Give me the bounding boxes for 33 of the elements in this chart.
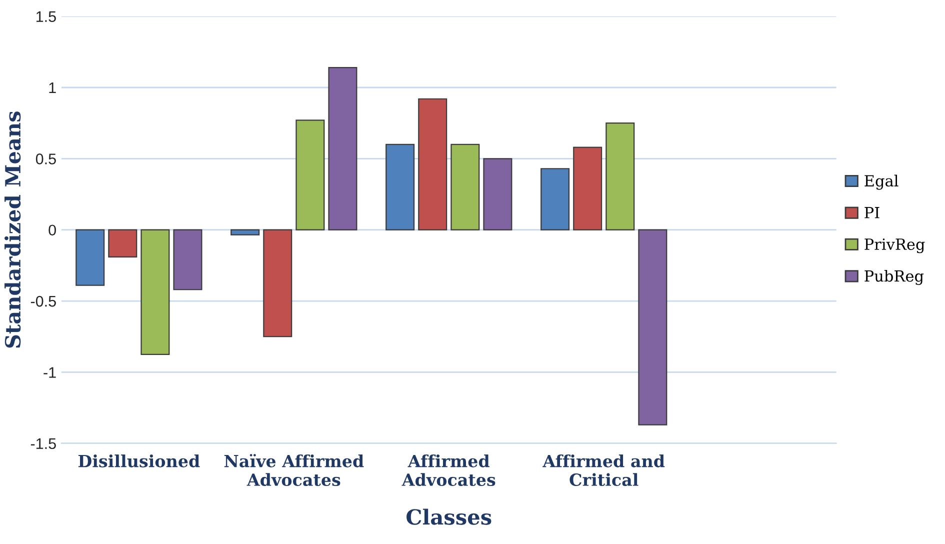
- bar: [76, 229, 105, 286]
- bar: [638, 229, 668, 426]
- bar: [263, 229, 292, 338]
- x-tick-label: Naïve Affirmed Advocates: [224, 454, 364, 486]
- y-axis-title: Standardized Means: [4, 111, 21, 348]
- legend-label: PrivReg: [864, 238, 925, 254]
- bar: [483, 158, 512, 230]
- y-tick-label: 1: [49, 82, 56, 94]
- bar: [108, 229, 138, 258]
- bar: [296, 120, 325, 230]
- bar: [140, 229, 170, 355]
- y-tick-label: -1.5: [30, 438, 56, 450]
- bar: [606, 122, 635, 230]
- legend-label: PI: [864, 207, 880, 218]
- x-tick-label: Disillusioned: [78, 454, 200, 468]
- bar: [230, 229, 260, 236]
- bar: [450, 144, 480, 230]
- legend-label: Egal: [864, 174, 898, 190]
- bar: [386, 144, 415, 230]
- y-tick-label: 0: [48, 224, 56, 236]
- bar: [573, 146, 602, 230]
- bar: [418, 98, 448, 230]
- y-tick-label: 0.5: [36, 154, 56, 164]
- x-tick-label: Affirmed Advocates: [402, 454, 496, 486]
- legend-label: PubReg: [864, 270, 924, 285]
- bar: [328, 67, 358, 230]
- x-tick-label: Affirmed and Critical: [542, 454, 665, 486]
- x-axis-title: Classes: [406, 508, 492, 525]
- bar: [540, 168, 570, 230]
- y-tick-label: -1: [44, 367, 56, 378]
- y-tick-label: 1.5: [36, 11, 56, 22]
- bar: [173, 229, 202, 290]
- y-tick-label: -0.5: [30, 296, 56, 307]
